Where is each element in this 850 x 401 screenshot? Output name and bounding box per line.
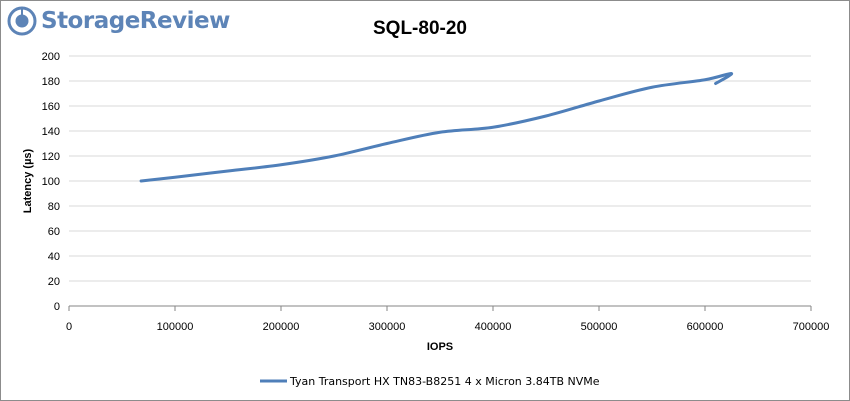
x-tick-label: 100000 [157,321,194,333]
x-tick-label: 400000 [475,321,512,333]
y-tick-label: 200 [42,51,60,63]
y-tick-label: 60 [48,226,60,238]
y-axis-label: Latency (µs) [22,148,34,213]
gridlines [69,55,811,282]
legend: Tyan Transport HX TN83-B8251 4 x Micron … [260,375,600,388]
y-tick-label: 20 [48,276,60,288]
y-axis-ticks: 0 20 40 60 80 100 120 140 160 180 200 [42,51,60,313]
series-group [139,71,734,183]
x-tick-label: 500000 [581,321,618,333]
y-tick-label: 100 [42,176,60,188]
y-tick-label: 140 [42,126,60,138]
x-tick-label: 700000 [793,321,830,333]
chart-title: SQL-80-20 [373,18,467,39]
legend-label: Tyan Transport HX TN83-B8251 4 x Micron … [289,375,600,388]
storagereview-logo-icon [7,6,37,36]
brand-logo: StorageReview [7,5,230,37]
y-tick-label: 40 [48,251,60,263]
y-tick-label: 180 [42,76,60,88]
x-tick-label: 300000 [369,321,406,333]
y-tick-label: 120 [42,151,60,163]
x-axis-ticks: 0 100000 200000 300000 400000 500000 600000 700… [66,306,829,333]
y-tick-label: 160 [42,101,60,113]
y-tick-label: 0 [54,301,60,313]
brand-name: StorageReview [41,8,230,34]
x-axis-label: IOPS [427,341,453,353]
series-line [139,71,734,183]
y-tick-label: 80 [48,201,60,213]
x-tick-label: 0 [66,321,72,333]
x-tick-label: 200000 [263,321,300,333]
x-tick-label: 600000 [687,321,724,333]
